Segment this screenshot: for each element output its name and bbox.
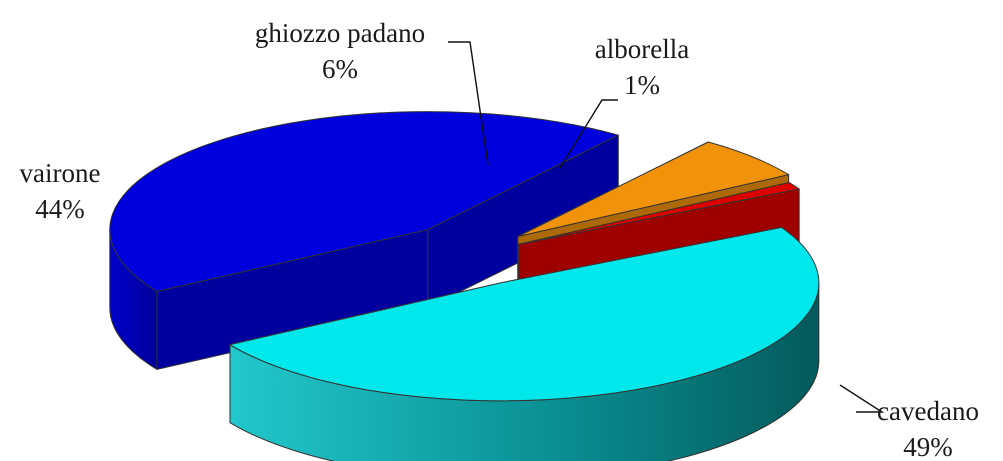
slice-top-cavedano xyxy=(229,226,820,402)
slice-cavedano xyxy=(229,226,820,461)
label-alborella: alborella xyxy=(595,34,689,64)
slice-vairone xyxy=(109,111,619,370)
label-vairone: vairone xyxy=(20,158,101,188)
slice-top-ghiozzo-padano xyxy=(517,141,790,237)
leader-lines xyxy=(448,41,885,413)
value-label-cavedano: 49% xyxy=(903,432,953,461)
slice-top-vairone xyxy=(109,111,619,292)
slice-labels: cavedano 49% vairone 44% ghiozzo padano 6% alb… xyxy=(20,18,979,461)
pie-slices xyxy=(109,111,820,461)
leader-line-ghiozzo-padano xyxy=(448,41,489,166)
leader-line-alborella xyxy=(559,99,618,169)
leader-line-cavedano xyxy=(839,384,885,413)
value-label-vairone: 44% xyxy=(35,194,85,224)
value-label-ghiozzo-padano: 6% xyxy=(322,54,358,84)
slice-top-alborella xyxy=(517,182,800,245)
label-ghiozzo-padano: ghiozzo padano xyxy=(255,18,425,48)
label-cavedano: cavedano xyxy=(877,396,979,426)
value-label-alborella: 1% xyxy=(624,70,660,100)
